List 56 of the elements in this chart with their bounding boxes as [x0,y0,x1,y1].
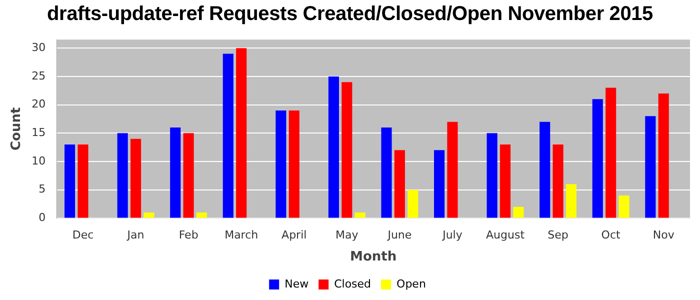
bar [552,144,564,218]
bar [645,116,656,218]
bar [144,212,154,218]
bar [288,110,300,218]
bar [566,184,577,218]
legend-label: New [284,277,309,290]
y-tick-label: 0 [38,211,46,224]
bar [394,150,405,218]
x-tick-label: July [442,228,463,242]
bar [513,206,524,218]
bar [606,88,616,218]
y-tick-label: 20 [32,98,46,111]
x-tick-label: August [486,228,526,242]
bar [354,212,366,218]
bar [381,127,392,218]
x-tick-label: March [224,228,258,242]
x-tick-label: Feb [178,228,198,242]
bar [236,48,247,218]
bar [618,196,630,218]
legend-label: Closed [334,277,372,290]
x-tick-label: May [336,228,359,242]
y-tick-label: 25 [32,69,46,82]
legend-label: Open [396,277,426,290]
bar [64,144,76,218]
y-tick-label: 5 [38,182,46,196]
bar [117,133,128,218]
bar [408,190,418,218]
bar [130,138,142,218]
bar [658,93,669,218]
x-tick-label: Sep [548,228,568,242]
x-axis-title: Month [350,250,397,265]
bar [276,110,286,218]
bar [328,76,339,218]
bar [222,54,234,218]
bar [540,122,550,218]
y-tick-label: 30 [32,40,46,54]
y-axis-title: Count [9,107,24,150]
x-tick-label: Nov [652,228,675,242]
x-tick-label: April [282,228,307,242]
bar [78,144,88,218]
bar [434,150,445,218]
x-tick-label: Dec [72,228,94,242]
x-tick-label: Jan [126,228,144,242]
bar [170,127,181,218]
chart-title: drafts-update-ref Requests Created/Closed/Open November 2015 [46,2,654,27]
y-tick-label: 10 [32,154,46,168]
bar [342,82,352,218]
x-tick-label: Oct [601,228,622,242]
bar [592,99,603,218]
bar [447,122,458,218]
x-tick-label: June [386,228,412,242]
y-tick-label: 15 [32,126,46,140]
bar [500,144,511,218]
bar [196,212,208,218]
bar [183,133,194,218]
bar [486,133,498,218]
